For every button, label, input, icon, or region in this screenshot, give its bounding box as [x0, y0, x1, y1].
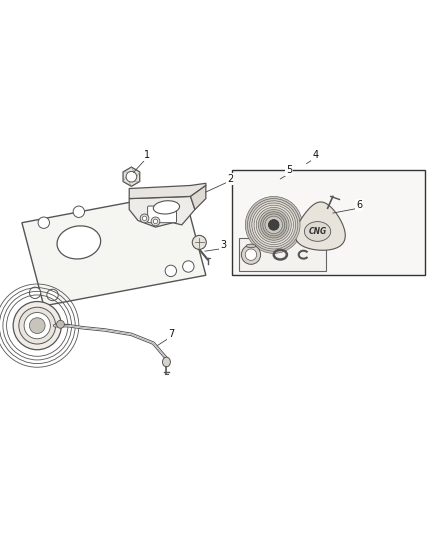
Text: 6: 6	[356, 200, 362, 210]
Circle shape	[151, 217, 160, 226]
Circle shape	[142, 216, 147, 221]
Ellipse shape	[162, 357, 170, 367]
Circle shape	[29, 318, 45, 334]
Circle shape	[153, 219, 158, 223]
Circle shape	[258, 209, 289, 240]
FancyBboxPatch shape	[232, 170, 425, 275]
Ellipse shape	[57, 226, 101, 259]
FancyBboxPatch shape	[239, 238, 326, 271]
Ellipse shape	[304, 222, 331, 241]
Circle shape	[165, 265, 177, 277]
Circle shape	[250, 201, 298, 249]
Text: 4: 4	[312, 150, 318, 160]
Text: 1: 1	[144, 150, 150, 160]
Circle shape	[47, 289, 58, 301]
Circle shape	[29, 287, 41, 298]
Text: 7: 7	[168, 329, 174, 340]
Ellipse shape	[246, 244, 256, 248]
Circle shape	[126, 172, 137, 182]
Circle shape	[268, 220, 279, 230]
Text: CNG: CNG	[308, 227, 327, 236]
Text: 2: 2	[227, 174, 233, 184]
Circle shape	[247, 199, 300, 251]
FancyBboxPatch shape	[148, 206, 177, 223]
Polygon shape	[22, 192, 206, 306]
Circle shape	[245, 249, 257, 260]
Circle shape	[192, 236, 206, 249]
Circle shape	[241, 245, 261, 264]
Text: 3: 3	[220, 240, 226, 251]
Circle shape	[140, 214, 149, 223]
Circle shape	[265, 216, 283, 233]
Circle shape	[245, 197, 302, 253]
Circle shape	[38, 217, 49, 229]
Circle shape	[24, 312, 50, 339]
Circle shape	[178, 197, 190, 209]
Text: 5: 5	[286, 165, 292, 175]
Circle shape	[183, 261, 194, 272]
Circle shape	[161, 193, 172, 204]
Polygon shape	[123, 167, 140, 187]
Circle shape	[252, 203, 296, 247]
Polygon shape	[295, 202, 345, 251]
Circle shape	[57, 320, 64, 328]
Circle shape	[13, 302, 61, 350]
Ellipse shape	[153, 201, 180, 214]
Polygon shape	[129, 197, 195, 227]
Circle shape	[73, 206, 85, 217]
Circle shape	[256, 207, 291, 243]
Circle shape	[261, 212, 287, 238]
Polygon shape	[129, 183, 206, 199]
Polygon shape	[191, 185, 206, 209]
Circle shape	[263, 214, 285, 236]
Circle shape	[254, 205, 293, 245]
Circle shape	[19, 307, 56, 344]
